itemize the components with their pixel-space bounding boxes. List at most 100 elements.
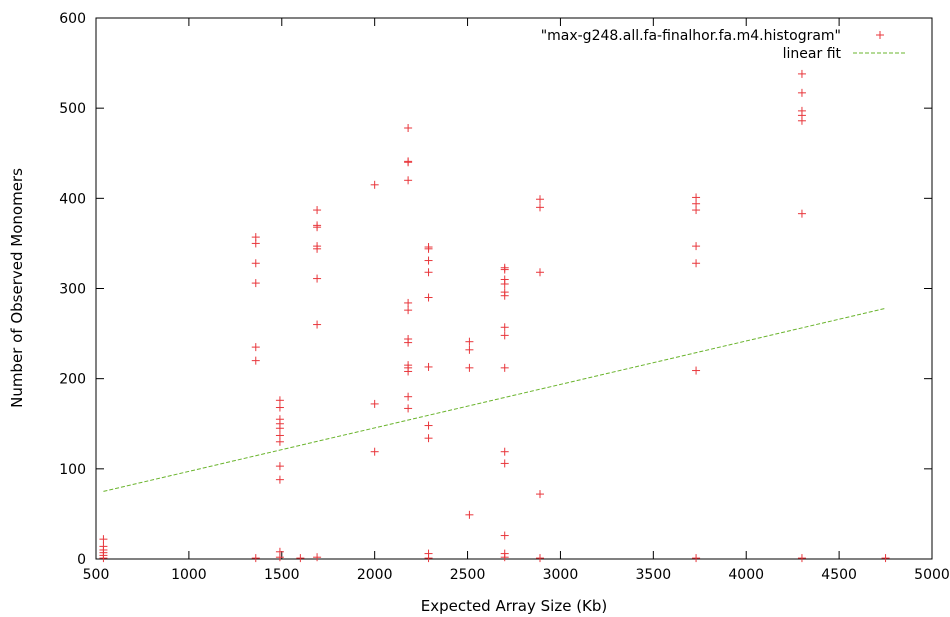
data-point — [465, 363, 474, 372]
data-point — [275, 424, 284, 433]
data-point — [424, 434, 433, 443]
axis-ticks — [95, 17, 933, 560]
x-tick-label: 2000 — [357, 567, 393, 583]
data-point — [536, 195, 545, 204]
data-point — [313, 206, 322, 215]
data-point — [313, 274, 322, 283]
data-point — [465, 510, 474, 519]
data-point — [797, 554, 806, 563]
legend-label-linear-fit: linear fit — [783, 46, 842, 62]
data-point — [500, 265, 509, 274]
data-point — [500, 363, 509, 372]
data-point — [275, 403, 284, 412]
data-point — [536, 203, 545, 212]
plot-frame — [95, 17, 933, 560]
y-tick-label: 600 — [59, 11, 86, 27]
x-tick-label: 500 — [83, 567, 110, 583]
legend-plus-marker — [876, 31, 884, 39]
data-point — [296, 554, 305, 563]
y-tick-label: 100 — [59, 462, 86, 478]
data-point — [797, 69, 806, 78]
data-point — [692, 259, 701, 268]
data-point — [424, 256, 433, 265]
x-tick-label: 4500 — [821, 567, 857, 583]
data-point — [99, 535, 108, 544]
data-point — [797, 209, 806, 218]
data-point — [404, 392, 413, 401]
data-point — [692, 206, 701, 215]
data-point — [313, 320, 322, 329]
data-point — [370, 399, 379, 408]
x-tick-label: 5000 — [914, 567, 950, 583]
x-tick-label: 1000 — [171, 567, 207, 583]
data-point — [99, 554, 108, 563]
data-point — [404, 306, 413, 315]
linear-fit-line — [103, 307, 886, 492]
data-point — [370, 447, 379, 456]
data-point — [251, 554, 260, 563]
data-point — [500, 447, 509, 456]
x-tick-label: 2500 — [450, 567, 486, 583]
x-tick-label: 3000 — [543, 567, 579, 583]
data-point — [424, 421, 433, 430]
data-point — [500, 459, 509, 468]
data-point — [251, 239, 260, 248]
data-point — [500, 531, 509, 540]
data-point — [404, 158, 413, 167]
data-point — [404, 367, 413, 376]
data-point — [424, 362, 433, 371]
data-point — [404, 338, 413, 347]
data-point — [500, 331, 509, 340]
y-tick-label: 400 — [59, 191, 86, 207]
x-tick-label: 3500 — [636, 567, 672, 583]
data-point — [404, 404, 413, 413]
y-axis-label: Number of Observed Monomers — [8, 168, 26, 408]
data-point — [404, 298, 413, 307]
data-point — [797, 88, 806, 97]
data-point — [500, 323, 509, 332]
data-point — [424, 268, 433, 277]
legend: "max-g248.all.fa-finalhor.fa.m4.histogra… — [541, 28, 907, 62]
legend-marker-plus — [876, 31, 884, 39]
data-point — [251, 343, 260, 352]
x-tick-label: 1500 — [264, 567, 300, 583]
data-point — [275, 396, 284, 405]
data-point — [404, 176, 413, 185]
data-point — [881, 554, 890, 563]
x-axis-label: Expected Array Size (Kb) — [421, 597, 608, 615]
data-point — [275, 437, 284, 446]
data-point — [404, 124, 413, 133]
y-tick-label: 200 — [59, 372, 86, 388]
data-point — [313, 223, 322, 232]
data-point — [251, 259, 260, 268]
data-point — [465, 337, 474, 346]
data-point — [536, 554, 545, 563]
data-point — [692, 554, 701, 563]
y-tick-label: 300 — [59, 282, 86, 298]
y-tick-label: 0 — [77, 552, 86, 568]
data-point — [692, 366, 701, 375]
axis-tick-labels: 500 1000 1500 2000 2500 3000 3500 4000 4500 5000 0… — [59, 11, 950, 583]
data-point — [536, 490, 545, 499]
data-point — [275, 462, 284, 471]
data-points-layer — [99, 69, 890, 563]
data-point — [424, 244, 433, 253]
data-point — [465, 345, 474, 354]
linear-fit-layer — [103, 307, 886, 492]
data-point — [797, 116, 806, 125]
data-point — [424, 293, 433, 302]
data-point — [251, 279, 260, 288]
x-tick-label: 4000 — [728, 567, 764, 583]
data-point — [275, 553, 284, 562]
data-point — [251, 356, 260, 365]
y-tick-label: 500 — [59, 101, 86, 117]
data-point — [500, 279, 509, 288]
data-point — [313, 553, 322, 562]
data-point — [500, 291, 509, 300]
data-point — [424, 554, 433, 563]
data-point — [500, 553, 509, 562]
data-point — [313, 244, 322, 253]
data-point — [370, 180, 379, 189]
data-point — [536, 268, 545, 277]
